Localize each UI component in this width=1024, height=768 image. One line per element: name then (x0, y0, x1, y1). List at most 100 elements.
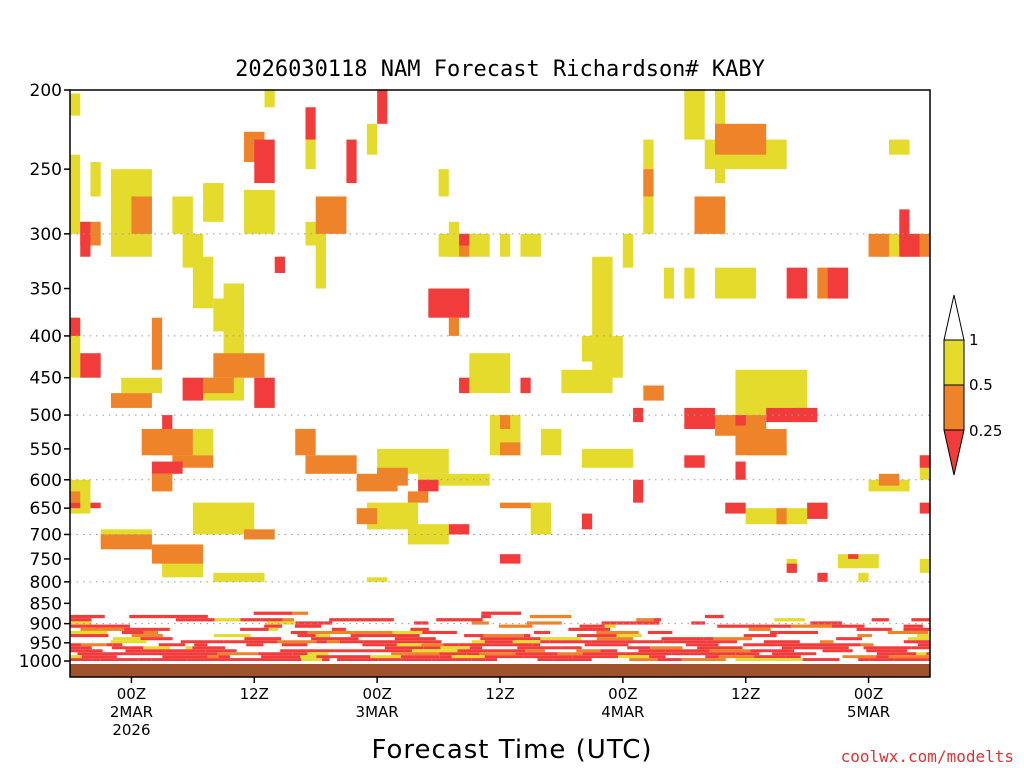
boundary-layer-cell (927, 658, 930, 661)
ri-high-cell (213, 572, 265, 582)
boundary-layer-cell (577, 634, 617, 638)
y-tick-label: 700 (30, 525, 62, 545)
boundary-layer-cell (616, 634, 642, 638)
boundary-layer-cell (485, 658, 498, 661)
boundary-layer-cell (653, 618, 661, 622)
ri-low-cell (807, 502, 828, 519)
boundary-layer-cell (713, 637, 752, 641)
x-axis-label: Forecast Time (UTC) (371, 735, 652, 765)
ri-low-cell (151, 461, 183, 474)
ri-mid-cell (500, 502, 531, 509)
boundary-layer-cell (665, 649, 710, 653)
ri-mid-cell (643, 169, 654, 197)
boundary-layer-cell (218, 655, 230, 659)
ri-mid-cell (500, 415, 511, 429)
ri-low-cell (418, 479, 439, 492)
boundary-layer-cell (657, 658, 682, 661)
x-tick-label: 00Z (117, 685, 146, 703)
ri-high-cell (919, 558, 930, 573)
ground-layer (70, 664, 930, 677)
legend-bottom-arrow (943, 429, 965, 476)
y-tick-label: 450 (30, 369, 62, 389)
boundary-layer-cell (410, 627, 429, 631)
ri-mid-cell (141, 428, 193, 456)
boundary-layer-cell (363, 640, 393, 644)
boundary-layer-cell (820, 640, 834, 644)
boundary-layer-cell (756, 658, 803, 661)
boundary-layer-cell (920, 627, 930, 631)
ri-mid-cell (735, 428, 787, 456)
ri-mid-cell (213, 353, 265, 378)
boundary-layer-cell (151, 658, 188, 661)
boundary-layer-cell (70, 646, 81, 650)
boundary-layer-cell (704, 614, 724, 619)
boundary-layer-cell (205, 649, 237, 653)
boundary-layer-cell (366, 634, 397, 638)
boundary-layer-cell (792, 646, 823, 650)
boundary-layer-cell (404, 643, 422, 647)
ri-high-cell (223, 283, 245, 362)
chart-title: 2026030118 NAM Forecast Richardson# KABY (235, 57, 765, 82)
y-tick-label: 1000 (19, 652, 62, 672)
ri-mid-cell (70, 491, 81, 503)
boundary-layer-cell (258, 652, 293, 656)
y-tick-label: 500 (30, 406, 62, 426)
boundary-layer-cell (244, 637, 282, 641)
boundary-layer-cell (297, 634, 316, 638)
boundary-layer-cell (269, 658, 302, 661)
boundary-layer-cell (576, 649, 601, 653)
boundary-layer-cell (541, 630, 551, 635)
ri-low-cell (70, 317, 81, 336)
boundary-layer-cell (315, 634, 330, 638)
ri-low-cell (735, 415, 746, 426)
boundary-layer-cell (876, 652, 917, 656)
ri-high-cell (264, 90, 275, 108)
y-tick-label: 550 (30, 440, 62, 460)
ri-high-cell (203, 183, 224, 222)
boundary-layer-cell (518, 637, 541, 641)
ri-mid-cell (315, 196, 347, 234)
ri-low-cell (162, 415, 173, 429)
boundary-layer-cell (471, 640, 485, 644)
boundary-layer-cell (185, 646, 193, 650)
boundary-layer-cell (469, 646, 483, 650)
boundary-layer-cell (705, 655, 719, 659)
ri-low-cell (254, 377, 275, 408)
boundary-layer-cell (480, 637, 519, 641)
boundary-layer-cell (106, 643, 113, 647)
boundary-layer-cell (230, 658, 270, 661)
boundary-layer-cell (384, 643, 397, 647)
x-tick-label: 2026 (112, 721, 150, 739)
boundary-layer-cell (436, 618, 483, 622)
ri-high-cell (581, 448, 634, 468)
boundary-layer-cell (70, 655, 82, 659)
boundary-layer-cell (647, 630, 673, 635)
boundary-layer-cell (579, 624, 605, 628)
ri-high-cell (684, 90, 705, 140)
boundary-layer-cell (350, 634, 367, 638)
boundary-layer-cell (248, 640, 278, 644)
ri-low-cell (919, 502, 930, 514)
boundary-layer-cell (618, 655, 650, 659)
boundary-layer-cell (214, 618, 241, 622)
legend-segment (943, 339, 965, 386)
boundary-layer-cell (907, 637, 930, 641)
y-tick-label: 250 (30, 160, 62, 180)
x-tick-label: 12Z (731, 685, 760, 703)
y-tick-label: 400 (30, 327, 62, 347)
legend-label: 0.5 (969, 376, 993, 394)
boundary-layer-cell (557, 652, 583, 656)
legend-label: 1 (969, 331, 979, 349)
boundary-layer-cell (774, 618, 805, 622)
ri-low-cell (80, 221, 91, 257)
boundary-layer-cell (498, 624, 533, 628)
boundary-layer-cell (81, 655, 110, 659)
boundary-layer-cell (802, 658, 840, 661)
boundary-layer-cell (471, 658, 486, 661)
ri-high-cell (684, 267, 695, 299)
ri-low-cell (684, 407, 715, 429)
boundary-layer-cell (268, 627, 279, 631)
boundary-layer-cell (770, 630, 778, 635)
boundary-layer-cell (689, 652, 736, 656)
ri-low-cell (786, 563, 797, 573)
